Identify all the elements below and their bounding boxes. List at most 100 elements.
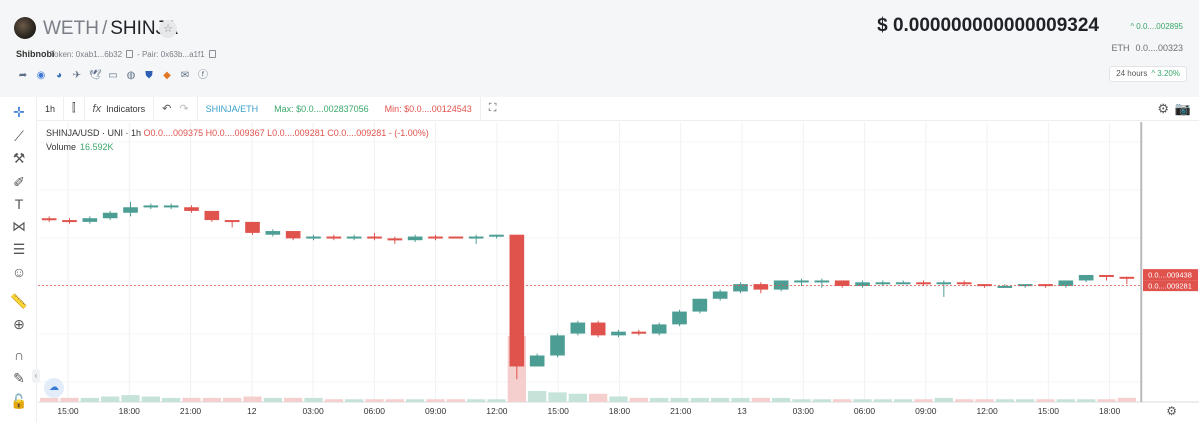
candle-body [1017,284,1033,287]
volume-bar [1056,399,1075,402]
candle-body [306,236,321,239]
lock-icon[interactable]: 🔓 [10,393,28,409]
fx-icon: fx [92,102,102,115]
project-name[interactable]: Shibnobi [16,49,55,59]
volume-bar [487,399,506,402]
email-icon[interactable]: ✉ [180,70,190,81]
undo-icon[interactable]: ↶ [162,103,172,115]
indicators-button[interactable]: fx Indicators [85,96,155,121]
volume-bar [304,397,323,402]
candle-body [529,355,545,367]
share-icon[interactable]: ➦ [18,70,28,81]
candle-body [163,205,179,208]
shield-icon[interactable]: ⛊ [145,70,153,81]
volume-bar [1097,399,1116,402]
fullscreen-button[interactable]: ⛶ [481,97,505,121]
volume-bar [263,397,282,402]
candle-body [428,236,443,239]
price-label-box [1143,280,1198,292]
pair-header: WETH / SHINJA ☆ Shibnobi Token: 0xab1...6b… [0,0,1199,97]
time-axis-label: 03:00 [302,406,324,416]
volume-value: 16.592K [80,142,114,152]
timeframe-selector[interactable]: 24 hours ^ 3.20% [1109,66,1187,82]
candle-body [733,284,748,292]
chart-toolbar: 1h ⫿ fx Indicators ↶ ↷ SHINJA/ETH Max: $0.… [37,96,1199,121]
pattern-icon[interactable]: ⋈ [12,218,26,234]
volume-bar [182,397,201,402]
volume-bar [995,399,1014,402]
settings-icon[interactable]: ⚙ [1157,101,1169,116]
candle-body [448,236,464,239]
candle-body [1078,274,1094,281]
volume-bar [467,399,486,402]
volume-bar [223,397,242,402]
lock-drawing-icon[interactable]: ✎ [13,370,25,386]
metamask-icon[interactable]: ◆ [163,70,171,81]
volume-bar [894,399,913,402]
time-axis-label: 09:00 [915,406,937,416]
candle-body [997,285,1013,288]
brush-icon[interactable]: ✐ [13,174,25,190]
coinmarketcap-icon[interactable]: ◕ [55,70,63,81]
copy-token-icon[interactable] [126,50,134,58]
max-price: Max: $0.0....002837056 [266,97,377,121]
facebook-icon[interactable]: ⓕ [198,70,208,81]
tradingview-logo-icon[interactable]: ☁ [44,378,64,398]
candle-body [936,282,952,285]
time-axis-label: 06:00 [854,406,876,416]
volume-bar [568,393,587,402]
volume-bar [528,391,547,402]
volume-bar [426,399,445,402]
time-axis-label: 13 [737,406,747,416]
volume-bar [284,397,303,402]
candle-body [123,207,138,213]
volume-bar [121,395,140,402]
candle-body [651,324,667,334]
fullscreen-icon: ⛶ [488,102,497,114]
telegram-icon[interactable]: ✈ [72,70,82,81]
coingecko-icon[interactable]: ◉ [36,70,46,81]
volume-legend: Volume 16.592K [46,142,114,152]
pair-toggle[interactable]: SHINJA/ETH [198,97,267,121]
twitter-icon[interactable]: 🕊 [88,70,102,81]
candle-body [875,282,891,285]
price-label-box [1143,269,1198,281]
copy-pair-icon[interactable] [208,50,216,58]
pair-title: WETH / SHINJA [43,17,178,41]
pair-toggle-label: SHINJA/ETH [205,103,259,114]
collapse-toolbar-button[interactable]: ‹ [32,369,40,383]
price-change: ^ 0.0....002895 [1130,22,1183,31]
fib-icon[interactable]: ⚒ [12,150,26,166]
axis-settings-icon[interactable]: ⚙ [1166,404,1177,418]
ruler-icon[interactable]: 📏 [10,293,28,309]
etherscan-icon[interactable]: ◍ [126,70,136,81]
volume-bar [1036,399,1055,402]
volume-bar [345,399,364,402]
camera-icon[interactable]: 📷 [1174,101,1191,116]
trend-line-icon[interactable]: ⟋ [14,128,24,144]
candle-body [387,238,403,241]
price-chart[interactable]: 15:00 18:00 21:00 12 03:00 06:00 09:00 12:00 15:… [38,122,1199,422]
base-token[interactable]: WETH [43,18,99,39]
crosshair-icon[interactable]: ✛ [13,104,25,120]
redo-icon[interactable]: ↷ [179,103,189,115]
time-axis-label: 18:00 [119,406,141,416]
max-price-label: Max: $0.0....002837056 [274,103,369,114]
magnet-icon[interactable]: ∩ [13,347,25,363]
website-icon[interactable]: ▭ [108,70,118,81]
volume-bar [731,397,750,402]
undo-redo: ↶ ↷ [154,96,198,121]
volume-bar [101,396,120,402]
candle-body [834,280,850,286]
interval-button[interactable]: 1h [37,96,65,121]
zoom-in-icon[interactable]: ⊕ [13,316,25,332]
volume-bar [914,399,933,402]
emoji-icon[interactable]: ☺ [11,264,27,280]
text-icon[interactable]: T [14,196,24,212]
candle-body [102,212,118,219]
prediction-icon[interactable]: ☰ [12,241,26,257]
star-icon[interactable]: ☆ [159,20,177,38]
candle-type-button[interactable]: ⫿ [64,96,85,121]
eth-label: ETH [1111,43,1130,53]
volume-bar [1016,399,1035,402]
